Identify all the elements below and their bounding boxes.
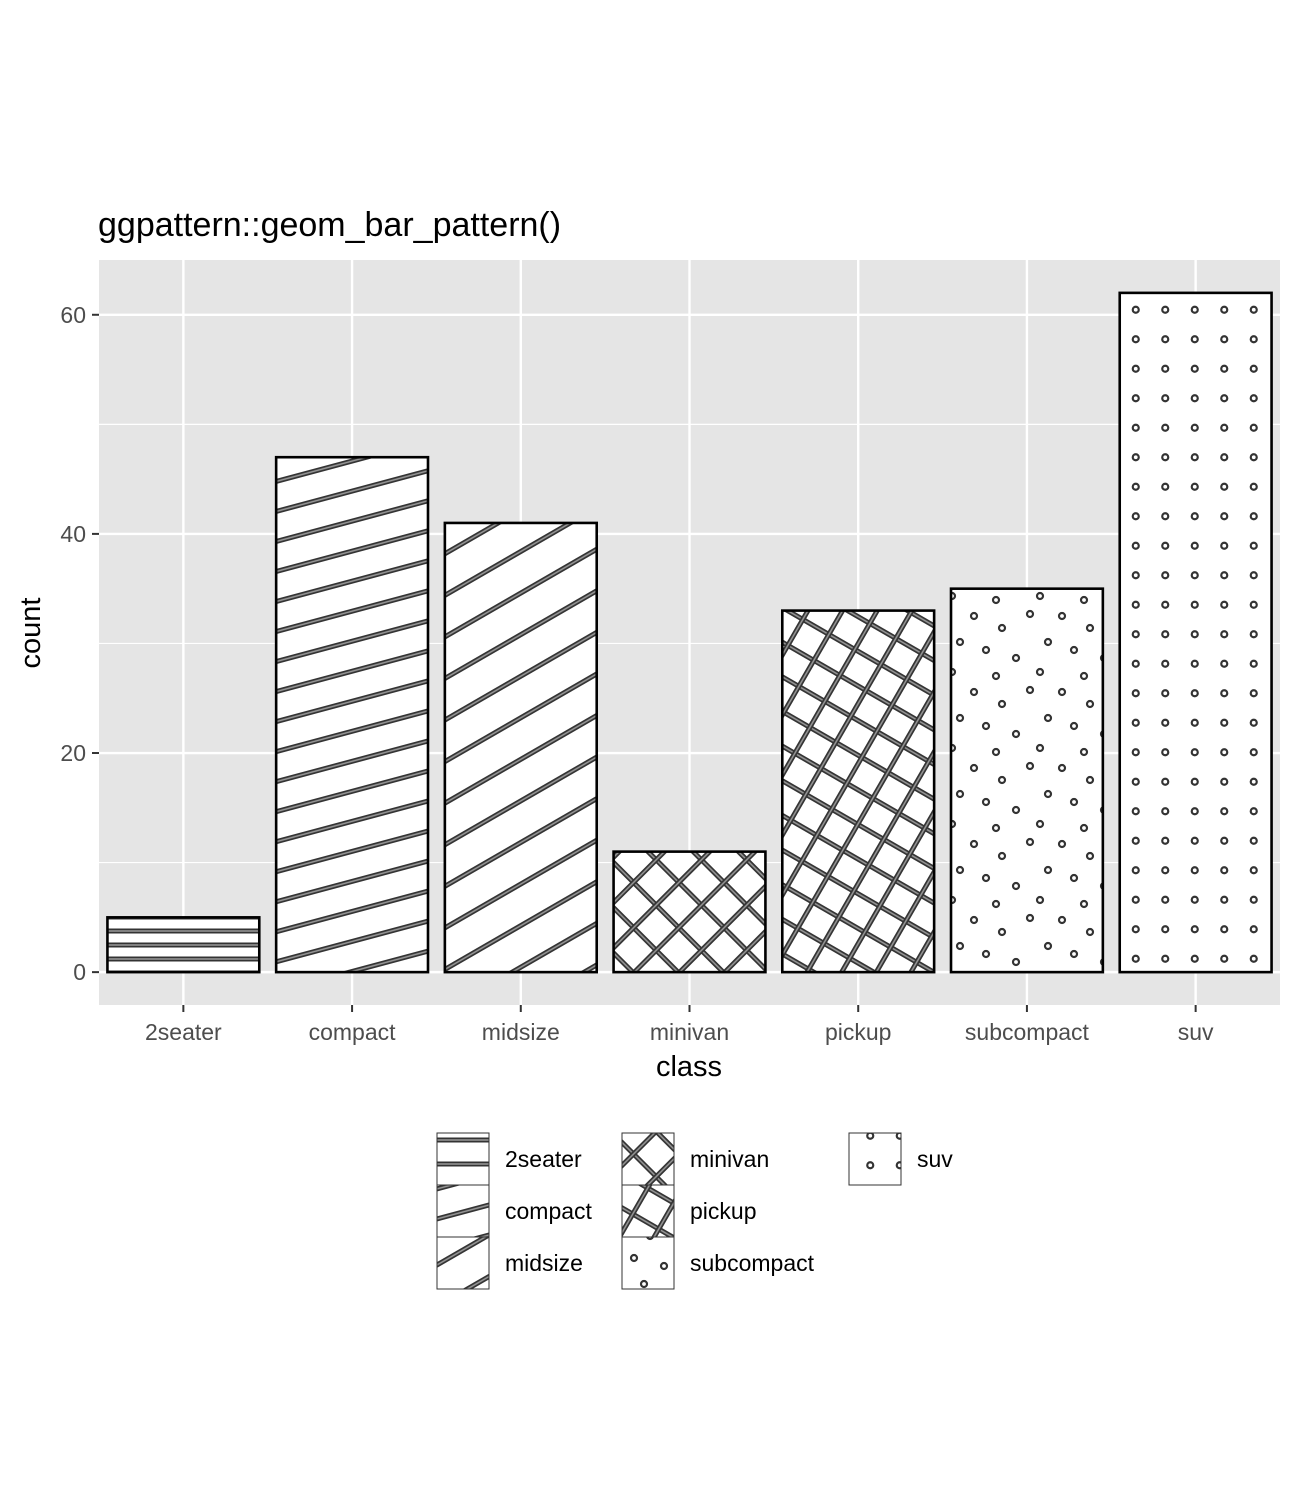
bar-pattern (107, 917, 260, 973)
legend: 2seater compact midsize minivan pickup subcom… (436, 1132, 953, 1290)
legend-key-pattern (437, 1133, 489, 1185)
legend-item-suv: suv (848, 1132, 953, 1186)
legend-item-subcompact: subcompact (621, 1236, 815, 1290)
x-axis-title: class (656, 1051, 722, 1083)
x-tick-label: midsize (482, 1019, 560, 1045)
bar-subcompact (949, 587, 1105, 974)
legend-key-pattern (437, 1185, 489, 1237)
legend-key-outline (436, 1236, 490, 1290)
bar-pattern (613, 851, 766, 973)
y-tick-label: 40 (60, 521, 86, 547)
bar-outline (612, 850, 767, 974)
x-tick-label: 2seater (145, 1019, 222, 1045)
legend-item-2seater: 2seater (436, 1132, 582, 1186)
bar-pattern (1119, 292, 1272, 973)
x-tick-label: pickup (825, 1019, 891, 1045)
legend-label: minivan (690, 1146, 769, 1172)
bar-suv (1118, 291, 1273, 974)
bar-compact (274, 455, 430, 974)
bar-midsize (443, 521, 599, 974)
legend-key-pattern (437, 1237, 489, 1289)
legend-label: subcompact (690, 1250, 815, 1276)
bar-pattern (951, 588, 1103, 973)
y-axis-title: count (15, 598, 47, 669)
legend-label: 2seater (505, 1146, 582, 1172)
legend-item-pickup: pickup (621, 1184, 756, 1238)
bar-pattern (276, 457, 428, 973)
legend-key-outline (621, 1236, 675, 1290)
bar-pattern (444, 522, 597, 973)
x-tick-label: compact (309, 1019, 397, 1045)
y-tick-label: 0 (73, 959, 86, 985)
y-tick-label: 60 (60, 302, 86, 328)
legend-key-pattern (622, 1237, 674, 1289)
legend-item-minivan: minivan (621, 1132, 769, 1186)
bar-outline (106, 916, 261, 974)
chart-title: ggpattern::geom_bar_pattern() (98, 206, 561, 244)
legend-item-compact: compact (436, 1184, 593, 1238)
legend-item-midsize: midsize (436, 1236, 583, 1290)
y-axis: 0 20 40 60 (60, 302, 99, 985)
bar-outline (949, 587, 1105, 974)
bar-outline (780, 609, 936, 974)
x-tick-label: subcompact (965, 1019, 1090, 1045)
bar-outline (274, 455, 430, 974)
bar-2seater (106, 916, 261, 974)
legend-key-pattern (849, 1133, 901, 1185)
bar-outline (443, 521, 599, 974)
legend-label: suv (917, 1146, 953, 1172)
legend-label: compact (505, 1198, 593, 1224)
legend-key-pattern (622, 1133, 674, 1185)
bar-outline (1118, 291, 1273, 974)
legend-key-pattern (622, 1185, 674, 1237)
legend-key-outline (848, 1132, 902, 1186)
y-tick-label: 20 (60, 740, 86, 766)
x-tick-label: minivan (650, 1019, 729, 1045)
x-axis: 2seater compact midsize minivan pickup subcom… (145, 1005, 1214, 1045)
bar-pickup (780, 609, 936, 974)
legend-label: pickup (690, 1198, 756, 1224)
legend-label: midsize (505, 1250, 583, 1276)
bar-minivan (612, 850, 767, 974)
bars (106, 291, 1273, 974)
bar-pattern (782, 610, 935, 973)
x-tick-label: suv (1178, 1019, 1214, 1045)
